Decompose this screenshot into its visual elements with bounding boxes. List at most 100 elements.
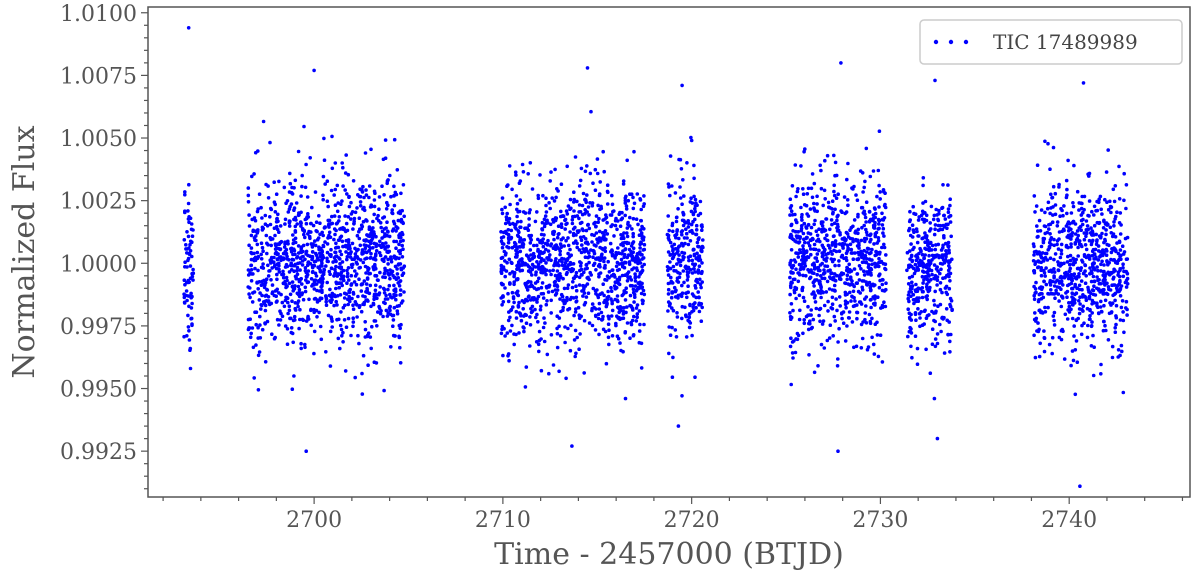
data-point <box>186 26 191 30</box>
data-point <box>559 245 563 249</box>
data-point <box>369 346 374 351</box>
data-point <box>819 342 824 347</box>
data-point <box>936 304 940 309</box>
data-point <box>322 158 327 162</box>
data-point <box>1103 197 1107 202</box>
data-point <box>1046 200 1051 205</box>
data-point <box>386 230 390 234</box>
data-point <box>1066 220 1071 224</box>
data-point <box>907 275 912 280</box>
data-point <box>188 242 192 247</box>
data-point <box>587 226 592 231</box>
data-point <box>287 224 292 228</box>
data-point <box>515 201 520 206</box>
data-point <box>1058 214 1062 218</box>
data-point <box>1036 234 1040 239</box>
data-point <box>1074 318 1079 322</box>
data-point <box>297 279 302 284</box>
data-point <box>188 249 193 253</box>
data-point <box>260 293 264 298</box>
data-point <box>315 288 319 293</box>
data-point <box>308 254 312 258</box>
data-point <box>260 216 264 220</box>
data-point <box>1058 255 1063 260</box>
data-point <box>517 245 522 249</box>
data-point <box>673 289 678 294</box>
data-point <box>398 293 402 297</box>
data-point <box>931 217 936 222</box>
data-point <box>639 270 644 275</box>
data-point <box>256 325 260 330</box>
data-point <box>340 334 344 338</box>
data-point <box>604 361 609 366</box>
data-point <box>556 232 561 237</box>
data-point <box>365 265 370 270</box>
data-point <box>305 242 310 247</box>
data-point <box>841 246 845 250</box>
data-point <box>318 264 323 268</box>
data-point <box>672 242 677 247</box>
data-point <box>1089 324 1094 329</box>
data-point <box>1107 261 1111 265</box>
data-point <box>860 288 865 292</box>
data-point <box>820 290 825 294</box>
data-point <box>1124 285 1129 289</box>
data-point <box>880 360 885 364</box>
data-point <box>809 186 814 191</box>
data-point <box>1098 235 1103 240</box>
data-point <box>1071 256 1075 261</box>
data-point <box>625 241 629 246</box>
data-point <box>285 295 289 300</box>
data-point <box>596 256 601 260</box>
data-point <box>533 307 537 312</box>
data-point <box>283 217 288 222</box>
data-point <box>544 210 549 214</box>
data-point <box>854 193 858 197</box>
data-point <box>687 315 692 320</box>
data-point <box>269 207 274 212</box>
data-point <box>808 247 813 251</box>
data-point <box>1102 303 1106 308</box>
data-point <box>1082 237 1087 242</box>
data-point <box>794 267 798 272</box>
data-point <box>373 292 378 296</box>
data-point <box>188 239 193 244</box>
data-point <box>626 275 630 280</box>
data-point <box>864 321 869 325</box>
data-point <box>351 179 356 183</box>
data-point <box>849 247 854 252</box>
data-point <box>1078 302 1082 306</box>
data-point <box>1099 362 1103 367</box>
data-point <box>1103 298 1108 303</box>
data-point <box>851 283 855 287</box>
data-point <box>386 262 390 266</box>
data-point <box>814 306 819 311</box>
data-point <box>550 289 555 294</box>
data-point <box>818 306 823 311</box>
data-point <box>819 295 823 300</box>
data-point <box>845 324 849 328</box>
data-point <box>1095 275 1099 279</box>
data-point <box>639 241 644 246</box>
data-point <box>191 278 195 282</box>
data-point <box>948 220 953 224</box>
data-point <box>1052 270 1057 274</box>
data-point <box>258 336 263 340</box>
data-point <box>256 287 261 291</box>
data-point <box>597 229 602 234</box>
data-point <box>353 269 357 273</box>
data-point <box>353 300 358 304</box>
data-point <box>877 285 882 290</box>
data-point <box>882 300 886 305</box>
data-point <box>314 253 319 258</box>
data-point <box>610 252 615 257</box>
data-point <box>822 227 826 231</box>
data-point <box>514 194 519 198</box>
data-point <box>392 203 397 208</box>
data-point <box>535 210 539 214</box>
data-point <box>1044 266 1048 270</box>
data-point <box>946 244 951 249</box>
data-point <box>835 218 839 223</box>
data-point <box>1049 192 1053 197</box>
data-point <box>312 68 316 73</box>
